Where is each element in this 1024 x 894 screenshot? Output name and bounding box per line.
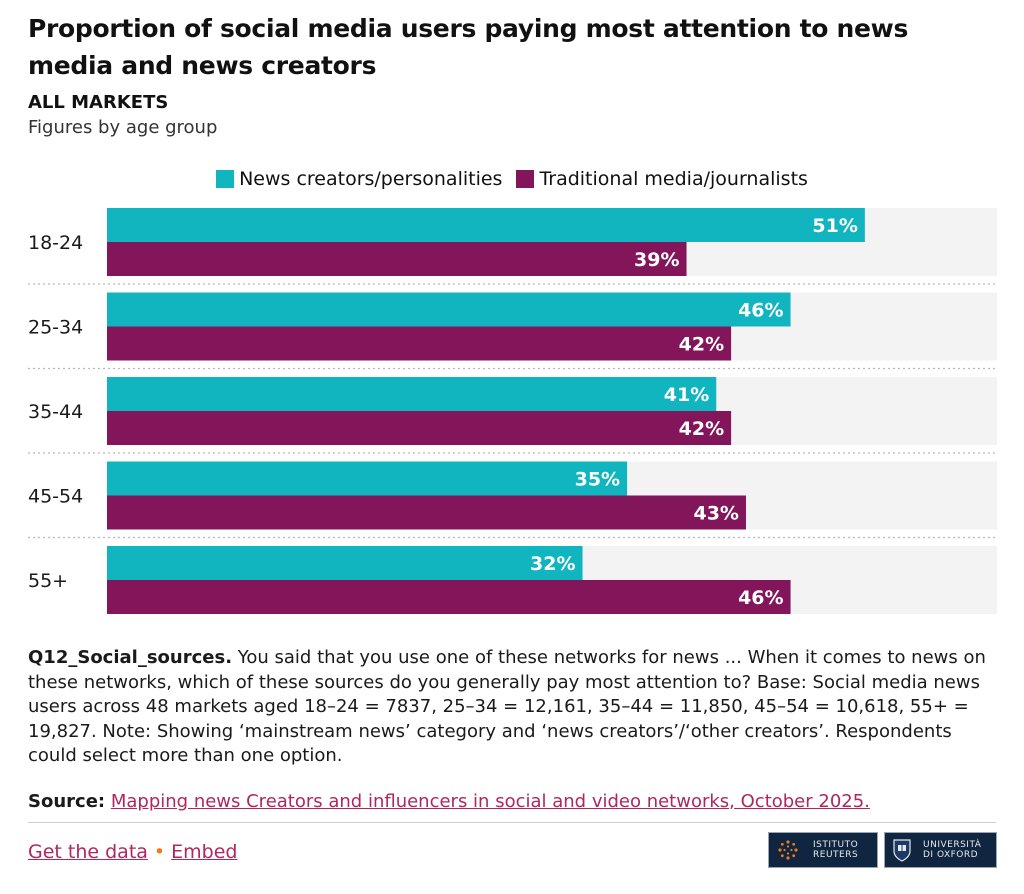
embed-link[interactable]: Embed <box>171 841 238 863</box>
legend-swatch-creators <box>216 170 235 188</box>
reuters-dots-icon <box>778 840 798 860</box>
bar-creators-55[interactable] <box>107 546 583 580</box>
category-label-25-34: 25-34 <box>28 317 83 339</box>
value-label-traditional-55: 46% <box>738 587 783 609</box>
chart-title: Proportion of social media users paying … <box>28 14 909 80</box>
footer-divider <box>28 822 996 823</box>
bar-traditional-45-54[interactable] <box>107 495 746 530</box>
oxford-university-logo[interactable]: UNIVERSITÀ DI OXFORD <box>884 832 997 868</box>
bar-creators-18-24[interactable] <box>107 208 865 242</box>
question-text: You said that you use one of these netwo… <box>28 647 986 766</box>
footer-links: Get the data • Embed <box>28 841 237 863</box>
legend-item-creators[interactable]: News creators/personalities <box>216 168 502 190</box>
source-line: Source: Mapping news Creators and influe… <box>28 791 1008 812</box>
reuters-institute-logo[interactable]: ISTITUTO REUTERS <box>768 832 878 868</box>
footer-separator: • <box>153 841 166 863</box>
chart-subtitle: Figures by age group <box>28 117 218 138</box>
question-id: Q12_Social_sources. <box>28 647 233 668</box>
get-data-link[interactable]: Get the data <box>28 841 148 863</box>
source-link[interactable]: Mapping news Creators and influencers in… <box>110 791 870 812</box>
value-label-traditional-25-34: 42% <box>679 334 724 356</box>
reuters-logo-line2: REUTERS <box>813 850 859 860</box>
legend-item-traditional[interactable]: Traditional media/journalists <box>516 168 808 190</box>
oxford-crest-icon <box>893 839 911 862</box>
bar-traditional-18-24[interactable] <box>107 242 687 276</box>
category-label-45-54: 45-54 <box>28 486 83 508</box>
bar-traditional-35-44[interactable] <box>107 411 732 445</box>
category-label-18-24: 18-24 <box>28 232 83 254</box>
value-label-creators-55: 32% <box>530 553 575 575</box>
value-label-traditional-35-44: 42% <box>679 418 724 440</box>
bar-traditional-25-34[interactable] <box>107 326 732 361</box>
legend-label-traditional: Traditional media/journalists <box>539 168 808 190</box>
question-note: Q12_Social_sources. You said that you us… <box>28 646 988 769</box>
category-label-55: 55+ <box>28 570 68 592</box>
value-label-creators-45-54: 35% <box>575 469 620 491</box>
oxford-logo-line2: DI OXFORD <box>923 850 979 860</box>
legend: News creators/personalities Traditional … <box>0 168 1024 190</box>
bar-creators-45-54[interactable] <box>107 461 628 496</box>
value-label-creators-35-44: 41% <box>664 384 709 406</box>
bar-creators-35-44[interactable] <box>107 377 717 411</box>
bar-chart: 18-24 51% 39% 25-34 46% 42% 35-44 41% 42% 45-54 35… <box>28 208 997 614</box>
value-label-traditional-18-24: 39% <box>634 249 679 271</box>
value-label-traditional-45-54: 43% <box>693 503 738 525</box>
legend-label-creators: News creators/personalities <box>239 168 503 190</box>
source-label: Source: <box>28 791 106 812</box>
bar-traditional-55[interactable] <box>107 580 791 614</box>
legend-swatch-traditional <box>516 170 535 188</box>
category-label-35-44: 35-44 <box>28 401 83 423</box>
value-label-creators-25-34: 46% <box>738 300 783 322</box>
oxford-logo-line1: UNIVERSITÀ <box>923 840 982 850</box>
value-label-creators-18-24: 51% <box>812 215 857 237</box>
bar-creators-25-34[interactable] <box>107 292 791 327</box>
reuters-logo-line1: ISTITUTO <box>813 840 859 850</box>
market-label: ALL MARKETS <box>28 92 169 113</box>
